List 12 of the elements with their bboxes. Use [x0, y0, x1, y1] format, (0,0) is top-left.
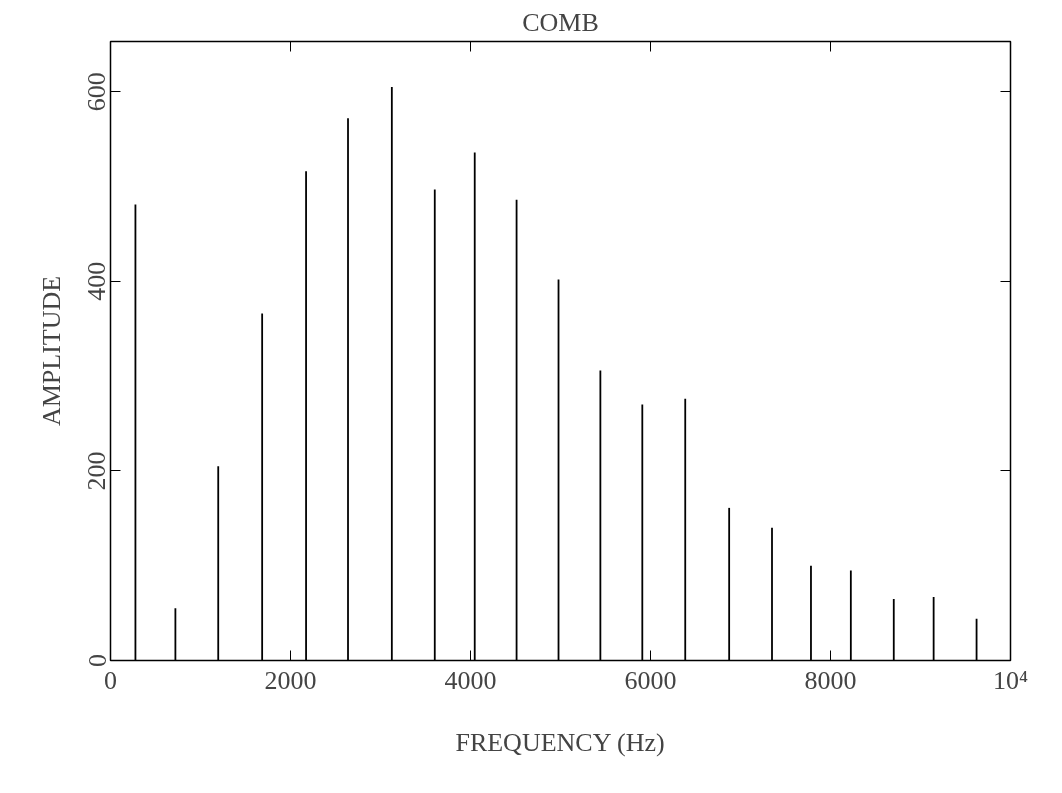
y-axis-title: AMPLITUDE — [36, 275, 66, 427]
x-tick-label: 4000 — [444, 665, 497, 695]
x-axis-title: FREQUENCY (Hz) — [455, 727, 665, 757]
x-tick-label: 2000 — [264, 665, 317, 695]
x-tick-label: 6000 — [624, 665, 677, 695]
y-tick-label: 600 — [82, 72, 112, 112]
y-tick-label: 200 — [82, 451, 112, 491]
x-tick-label: 10⁴ — [992, 665, 1029, 695]
chart-title: COMB — [522, 7, 599, 37]
y-tick-label: 400 — [82, 261, 112, 301]
y-tick-label: 0 — [82, 654, 112, 667]
x-tick-label: 8000 — [804, 665, 857, 695]
